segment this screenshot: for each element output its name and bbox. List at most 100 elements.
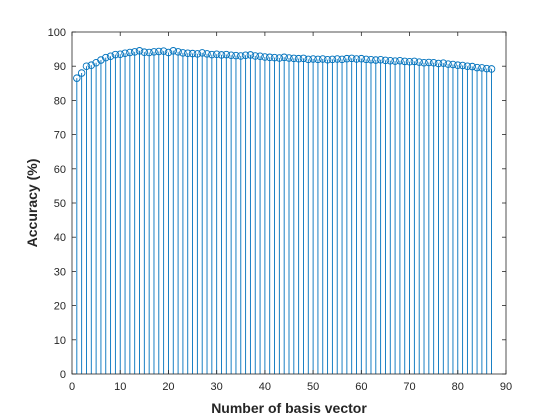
stem-marker (261, 53, 269, 61)
stem-marker (140, 48, 149, 56)
stem-marker (222, 50, 231, 59)
x-tick-label: 20 (162, 381, 174, 393)
stem-marker (183, 49, 192, 57)
stem-marker (237, 52, 245, 60)
stem-marker (463, 62, 472, 70)
stem-marker (333, 55, 341, 63)
stem-marker (386, 56, 395, 65)
x-axis-title: Number of basis vector (211, 400, 367, 416)
stem-marker (420, 59, 428, 67)
stem-marker (193, 50, 202, 58)
x-tick-label: 80 (452, 381, 464, 393)
stem-marker (425, 58, 433, 67)
stem-lines (76, 50, 492, 374)
stem-marker (405, 58, 414, 66)
stem-marker (203, 50, 211, 58)
stem-marker (87, 61, 96, 69)
stem-marker (415, 58, 423, 66)
stem-marker (376, 55, 385, 64)
stem-marker (164, 48, 173, 57)
y-tick-label: 80 (54, 95, 66, 107)
stem-marker (285, 54, 293, 62)
stem-marker (102, 53, 110, 62)
stem-marker (304, 55, 313, 64)
stem-marker (343, 54, 351, 63)
stem-marker (159, 47, 168, 55)
stem-marker (232, 51, 240, 60)
stem-marker (309, 55, 317, 63)
stem-marker (299, 54, 308, 63)
stem-marker (429, 59, 438, 67)
stem-marker (396, 56, 404, 65)
y-tick-label: 100 (48, 27, 66, 39)
x-axis: 0 10 20 30 40 50 60 70 80 90 (69, 32, 512, 393)
stem-marker (155, 47, 163, 56)
stem-marker (328, 55, 337, 64)
stem-marker (400, 57, 409, 66)
y-tick-label: 40 (54, 232, 66, 244)
x-tick-label: 90 (500, 381, 512, 393)
stem-marker (473, 63, 481, 72)
stem-marker (116, 50, 124, 58)
y-axis: 0 10 20 30 40 50 60 70 80 90 100 (48, 27, 506, 381)
stem-marker (347, 54, 356, 63)
stem-marker (198, 49, 206, 57)
stem-marker (82, 62, 91, 70)
x-tick-label: 70 (403, 381, 415, 393)
stem-marker (468, 62, 476, 71)
stem-markers (73, 47, 496, 82)
stem-marker (256, 52, 264, 61)
stem-marker (126, 48, 134, 57)
stem-marker (150, 48, 158, 56)
y-tick-label: 10 (54, 335, 66, 347)
stem-marker (265, 53, 274, 62)
stem-marker (270, 53, 279, 62)
stem-marker (106, 52, 115, 61)
stem-marker (97, 56, 105, 64)
x-tick-label: 50 (307, 381, 319, 393)
stem-marker (352, 55, 361, 63)
stem-marker (314, 55, 322, 64)
y-tick-label: 20 (54, 301, 66, 313)
stem-marker (458, 61, 467, 70)
stem-marker (439, 59, 448, 67)
stem-marker (174, 48, 182, 56)
stem-marker (135, 47, 144, 55)
stem-marker (275, 54, 284, 62)
stem-marker (487, 65, 496, 73)
stem-marker (73, 74, 81, 82)
y-axis-title: Accuracy (%) (24, 159, 40, 248)
stem-marker (367, 55, 375, 64)
stem-marker (227, 51, 235, 60)
stem-marker (208, 50, 216, 59)
y-tick-label: 0 (60, 369, 66, 381)
stem-marker (444, 60, 452, 68)
stem-marker (241, 51, 250, 60)
stem-marker (251, 52, 259, 60)
stem-marker (290, 54, 298, 63)
stem-marker (454, 61, 462, 69)
stem-marker (449, 60, 457, 69)
stem-marker (130, 48, 139, 56)
stem-marker (121, 49, 129, 57)
stem-marker (338, 55, 346, 64)
stem-marker (381, 56, 390, 65)
stem-marker (145, 48, 153, 57)
y-tick-label: 70 (54, 130, 66, 142)
stem-marker (188, 49, 197, 58)
stem-marker (372, 56, 380, 64)
stem-marker (478, 64, 486, 72)
y-tick-label: 60 (54, 164, 66, 176)
stem-marker (319, 55, 327, 63)
stem-marker (410, 57, 419, 66)
stem-marker (362, 55, 370, 64)
stem-marker (482, 64, 491, 73)
stem-marker (77, 69, 86, 77)
stem-marker (323, 55, 332, 64)
stem-marker (111, 50, 120, 59)
stem-marker (217, 51, 226, 59)
y-tick-label: 30 (54, 266, 66, 278)
y-tick-label: 90 (54, 61, 66, 73)
